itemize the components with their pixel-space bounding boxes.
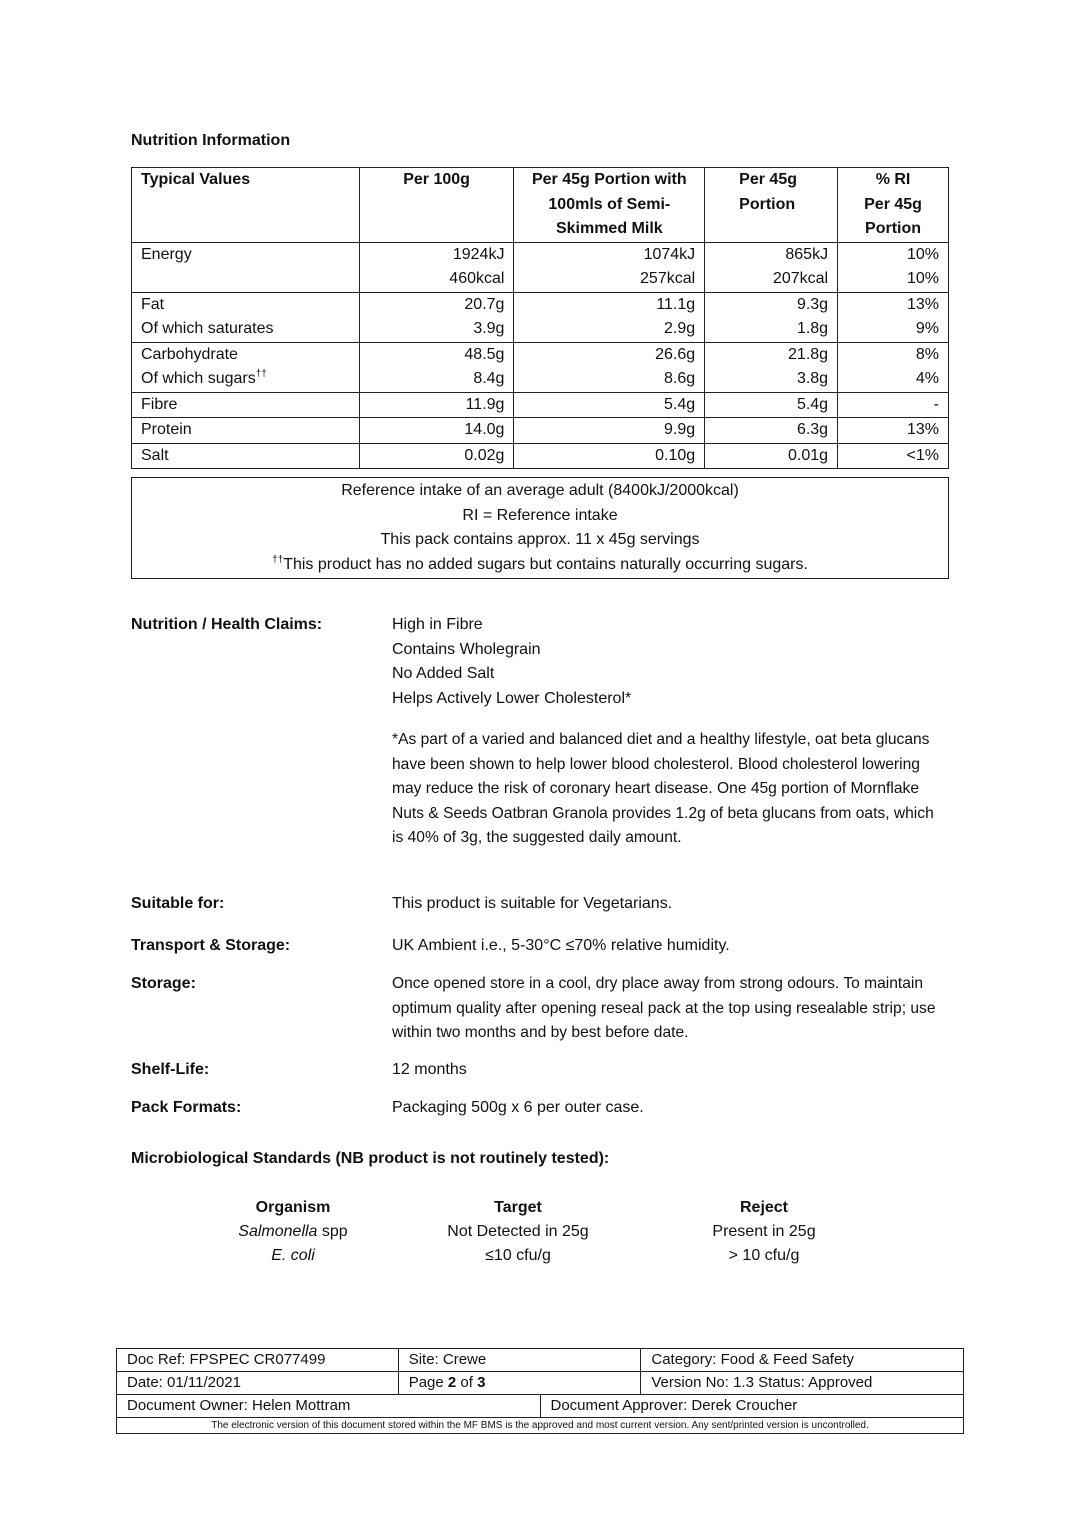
reference-line: Reference intake of an average adult (84… bbox=[341, 482, 739, 499]
header-with-milk: Per 45g Portion with 100mls of Semi- Skimm… bbox=[513, 167, 706, 243]
cell-per45: 865kJ 207kcal bbox=[704, 241, 839, 293]
document-approver: Document Approver: Derek Croucher bbox=[539, 1394, 964, 1418]
reference-line: RI = Reference intake bbox=[462, 506, 618, 524]
cell-labels: Salt bbox=[131, 442, 360, 469]
claim-item: Contains Wholegrain bbox=[392, 640, 541, 658]
cell-withMilk: 9.9g bbox=[513, 417, 706, 444]
cell-per45: 21.8g 3.8g bbox=[704, 341, 839, 393]
transport-value: UK Ambient i.e., 5-30°C ≤70% relative hu… bbox=[392, 937, 730, 954]
doc-ref: Doc Ref: FPSPEC CR077499 bbox=[116, 1348, 399, 1372]
table-row: Salt 0.02g 0.10g 0.01g <1% bbox=[131, 442, 949, 469]
micro-reject-column: Reject Present in 25g > 10 cfu/g bbox=[634, 1196, 894, 1268]
storage-value: Once opened store in a cool, dry place a… bbox=[392, 975, 936, 1041]
cell-per45: 5.4g bbox=[704, 391, 839, 418]
reference-intake-box: Reference intake of an average adult (84… bbox=[131, 477, 949, 579]
pack-formats-label: Pack Formats: bbox=[131, 1099, 242, 1116]
category: Category: Food & Feed Safety bbox=[640, 1348, 964, 1372]
header-per-100g: Per 100g bbox=[358, 167, 515, 243]
micro-organism-column: Organism Salmonella spp E. coli bbox=[163, 1196, 423, 1268]
cell-withMilk: 1074kJ 257kcal bbox=[513, 241, 706, 293]
section-title: Nutrition Information bbox=[131, 132, 291, 149]
page-number: Page 2 of 3 bbox=[397, 1371, 642, 1395]
cell-per100: 1924kJ 460kcal bbox=[358, 241, 515, 293]
micro-header: Reject bbox=[739, 1199, 789, 1216]
date: Date: 01/11/2021 bbox=[116, 1371, 399, 1395]
cell-ri: 8% 4% bbox=[837, 341, 949, 393]
cell-per45: 6.3g bbox=[704, 417, 839, 444]
micro-header: Target bbox=[494, 1199, 542, 1216]
cell-withMilk: 26.6g 8.6g bbox=[513, 341, 706, 393]
header-per-45g: Per 45g Portion bbox=[704, 167, 839, 243]
cell-withMilk: 11.1g 2.9g bbox=[513, 291, 706, 343]
table-header-row: Typical Values Per 100g Per 45g Portion … bbox=[131, 167, 949, 243]
cell-ri: 13% 9% bbox=[837, 291, 949, 343]
reference-line: This pack contains approx. 11 x 45g serv… bbox=[380, 531, 700, 548]
shelf-life-value: 12 months bbox=[392, 1061, 467, 1078]
header-ri: % RI Per 45g Portion bbox=[837, 167, 949, 243]
cell-per45: 9.3g 1.8g bbox=[704, 291, 839, 343]
cell-per45: 0.01g bbox=[704, 442, 839, 469]
micro-target-column: Target Not Detected in 25g ≤10 cfu/g bbox=[388, 1196, 648, 1268]
transport-label: Transport & Storage: bbox=[131, 937, 291, 954]
micro-cell: Salmonella spp bbox=[238, 1223, 348, 1240]
cell-ri: 13% bbox=[837, 417, 949, 444]
shelf-life-label: Shelf-Life: bbox=[131, 1061, 210, 1078]
cell-labels: Fat Of which saturates bbox=[131, 291, 360, 343]
site: Site: Crewe bbox=[397, 1348, 642, 1372]
cell-labels: Energy bbox=[131, 241, 360, 293]
cell-per100: 48.5g 8.4g bbox=[358, 341, 515, 393]
micro-cell: > 10 cfu/g bbox=[728, 1247, 800, 1264]
suitable-value: This product is suitable for Vegetarians… bbox=[392, 895, 673, 912]
micro-heading: Microbiological Standards (NB product is… bbox=[131, 1150, 610, 1167]
claims-label: Nutrition / Health Claims: bbox=[131, 616, 323, 633]
header-typical-values: Typical Values bbox=[131, 167, 360, 243]
storage-label: Storage: bbox=[131, 975, 196, 992]
suitable-label: Suitable for: bbox=[131, 895, 225, 912]
cell-per100: 11.9g bbox=[358, 391, 515, 418]
cell-withMilk: 5.4g bbox=[513, 391, 706, 418]
micro-cell: E. coli bbox=[271, 1247, 315, 1264]
cell-per100: 14.0g bbox=[358, 417, 515, 444]
pack-formats-value: Packaging 500g x 6 per outer case. bbox=[392, 1099, 644, 1116]
micro-cell: Present in 25g bbox=[712, 1223, 816, 1240]
cell-per100: 0.02g bbox=[358, 442, 515, 469]
table-row: Protein 14.0g 9.9g 6.3g 13% bbox=[131, 417, 949, 444]
cell-labels: Carbohydrate Of which sugars†† bbox=[131, 341, 360, 393]
document-owner: Document Owner: Helen Mottram bbox=[116, 1394, 541, 1418]
cell-ri: <1% bbox=[837, 442, 949, 469]
claims-list: High in Fibre Contains Wholegrain No Add… bbox=[392, 613, 952, 711]
cell-ri: - bbox=[837, 391, 949, 418]
document-footer: Doc Ref: FPSPEC CR077499 Site: Crewe Categ… bbox=[116, 1348, 964, 1434]
micro-cell: ≤10 cfu/g bbox=[485, 1247, 551, 1264]
version: Version No: 1.3 Status: Approved bbox=[640, 1371, 964, 1395]
cell-ri: 10% 10% bbox=[837, 241, 949, 293]
table-row: Energy 1924kJ 460kcal 1074kJ 257kcal 865kJ 20… bbox=[131, 241, 949, 293]
table-row: Fibre 11.9g 5.4g 5.4g - bbox=[131, 391, 949, 418]
cell-labels: Fibre bbox=[131, 391, 360, 418]
control-note: The electronic version of this document … bbox=[116, 1417, 964, 1434]
claim-item: No Added Salt bbox=[392, 665, 495, 682]
claims-note: *As part of a varied and balanced diet a… bbox=[392, 731, 934, 846]
nutrition-table: Typical Values Per 100g Per 45g Portion … bbox=[131, 167, 949, 469]
cell-withMilk: 0.10g bbox=[513, 442, 706, 469]
table-row: Fat Of which saturates 20.7g 3.9g 11.1g 2.9g 9… bbox=[131, 291, 949, 343]
micro-cell: Not Detected in 25g bbox=[447, 1223, 589, 1240]
cell-labels: Protein bbox=[131, 417, 360, 444]
reference-line: ††This product has no added sugars but c… bbox=[272, 554, 808, 573]
micro-header: Organism bbox=[255, 1199, 331, 1216]
cell-per100: 20.7g 3.9g bbox=[358, 291, 515, 343]
claim-item: Helps Actively Lower Cholesterol* bbox=[392, 689, 632, 707]
claim-item: High in Fibre bbox=[392, 616, 483, 633]
table-row: Carbohydrate Of which sugars†† 48.5g 8.4g 26… bbox=[131, 341, 949, 393]
